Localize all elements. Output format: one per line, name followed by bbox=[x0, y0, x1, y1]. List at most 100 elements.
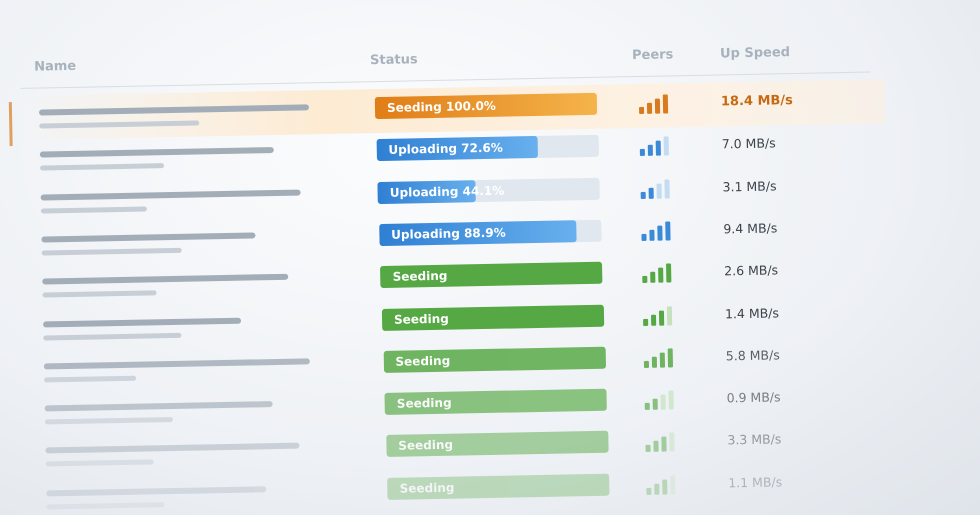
signal-bar bbox=[658, 310, 665, 326]
up-speed: 18.4 MB/s bbox=[720, 93, 794, 110]
peers-signal bbox=[642, 260, 678, 284]
peers-signal bbox=[646, 472, 682, 495]
progress-track: Uploading 72.6% bbox=[376, 135, 599, 162]
signal-bar bbox=[666, 305, 673, 326]
signal-bar bbox=[662, 94, 669, 114]
status-label: Seeding bbox=[398, 438, 454, 454]
progress-track: Seeding bbox=[383, 346, 606, 373]
name-placeholder bbox=[39, 147, 274, 158]
signal-bar bbox=[639, 149, 645, 157]
status-label: Seeding bbox=[399, 480, 455, 496]
name-placeholder bbox=[40, 163, 165, 171]
peers-signal bbox=[643, 303, 679, 326]
signal-bar bbox=[650, 271, 656, 284]
up-speed: 5.8 MB/s bbox=[725, 347, 780, 364]
up-speed: 3.1 MB/s bbox=[722, 177, 777, 195]
signal-bar bbox=[651, 356, 658, 368]
progress-track: Seeding bbox=[380, 261, 603, 289]
progress-track: Seeding bbox=[381, 304, 605, 331]
column-header[interactable]: Up Speed bbox=[719, 45, 791, 62]
signal-bar bbox=[667, 348, 674, 368]
name-placeholder bbox=[43, 332, 182, 340]
status-label: Uploading 44.1% bbox=[389, 183, 505, 200]
up-speed: 0.9 MB/s bbox=[726, 389, 781, 406]
signal-bar bbox=[639, 106, 645, 115]
signal-bar bbox=[666, 263, 672, 283]
table: Name Status Peers Up Speed Seeding 100.0… bbox=[8, 43, 886, 510]
signal-bar bbox=[645, 445, 651, 453]
progress-track: Seeding bbox=[386, 431, 609, 458]
signal-bar bbox=[640, 191, 646, 199]
signal-bar bbox=[649, 229, 655, 241]
signal-bar bbox=[652, 398, 658, 410]
signal-bar bbox=[647, 145, 653, 157]
name-placeholder bbox=[43, 358, 310, 370]
name-placeholder bbox=[38, 104, 310, 116]
up-speed: 7.0 MB/s bbox=[721, 135, 776, 152]
signal-bar bbox=[664, 179, 670, 199]
signal-bar bbox=[661, 436, 667, 453]
selection-accent bbox=[8, 102, 13, 147]
peers-signal bbox=[640, 176, 676, 199]
signal-bar bbox=[644, 402, 650, 411]
signal-bar bbox=[662, 479, 668, 495]
status-label: Seeding bbox=[396, 395, 452, 411]
name-placeholder bbox=[41, 247, 182, 256]
name-placeholder bbox=[42, 290, 157, 298]
signal-bar bbox=[654, 98, 661, 114]
peers-signal bbox=[643, 345, 680, 368]
up-speed: 2.6 MB/s bbox=[724, 262, 779, 279]
name-placeholder bbox=[44, 417, 173, 425]
name-placeholder bbox=[40, 206, 147, 214]
signal-bar bbox=[665, 221, 671, 241]
progress-track: Uploading 44.1% bbox=[377, 177, 600, 204]
up-speed: 1.4 MB/s bbox=[724, 304, 780, 321]
name-placeholder bbox=[44, 401, 273, 412]
name-placeholder bbox=[45, 442, 300, 454]
name-placeholder bbox=[46, 485, 267, 497]
status-label: Seeding bbox=[392, 268, 448, 284]
name-placeholder bbox=[42, 273, 289, 285]
signal-bar bbox=[656, 183, 662, 199]
peers-signal bbox=[645, 430, 681, 453]
progress-track: Uploading 88.9% bbox=[379, 219, 602, 246]
peers-signal bbox=[639, 91, 675, 115]
up-speed: 1.1 MB/s bbox=[728, 474, 783, 491]
status-label: Seeding bbox=[395, 353, 451, 369]
status-label: Seeding 100.0% bbox=[386, 98, 497, 115]
signal-bar bbox=[669, 432, 675, 452]
status-label: Seeding bbox=[393, 311, 449, 327]
peers-signal bbox=[641, 218, 677, 241]
signal-bar bbox=[663, 136, 669, 156]
name-placeholder bbox=[45, 459, 154, 467]
signal-bar bbox=[659, 352, 666, 368]
status-label: Uploading 72.6% bbox=[388, 140, 503, 158]
up-speed: 9.4 MB/s bbox=[723, 220, 778, 237]
signal-bar bbox=[657, 225, 663, 241]
column-header[interactable]: Name bbox=[33, 58, 77, 75]
signal-bar bbox=[646, 102, 653, 114]
signal-bar bbox=[646, 487, 652, 495]
column-header[interactable]: Peers bbox=[631, 47, 674, 64]
name-placeholder bbox=[41, 232, 256, 243]
peers-signal bbox=[644, 387, 680, 411]
signal-bar bbox=[660, 394, 666, 410]
signal-bar bbox=[668, 390, 674, 410]
column-header[interactable]: Status bbox=[369, 52, 418, 69]
signal-bar bbox=[670, 475, 676, 495]
progress-track: Seeding bbox=[384, 388, 608, 416]
signal-bar bbox=[650, 314, 657, 326]
signal-bar bbox=[642, 276, 648, 284]
up-speed: 3.3 MB/s bbox=[727, 431, 782, 448]
name-placeholder bbox=[46, 501, 165, 510]
signal-bar bbox=[643, 360, 650, 368]
progress-track: Seeding 100.0% bbox=[374, 92, 598, 120]
signal-bar bbox=[654, 483, 660, 495]
signal-bar bbox=[655, 140, 661, 156]
signal-bar bbox=[658, 267, 664, 283]
progress-track: Seeding bbox=[387, 473, 610, 500]
name-placeholder bbox=[40, 189, 301, 201]
name-placeholder bbox=[43, 317, 242, 327]
signal-bar bbox=[641, 233, 647, 241]
